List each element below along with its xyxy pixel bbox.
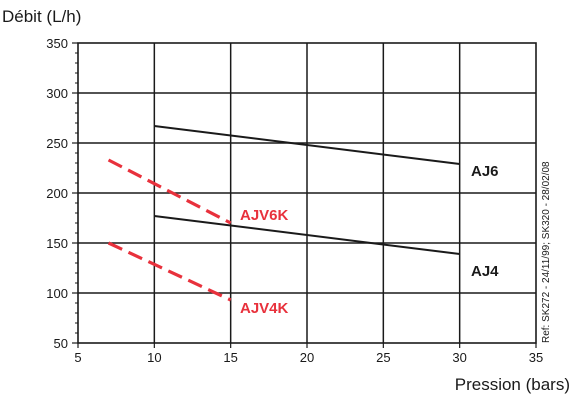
tick-labels: 5 10 15 20 25 30 35 50 100 150 200 250 300 350 <box>46 36 543 365</box>
reference-note: Ref: SK272 - 24/11/99; SK320 - 28/02/08 <box>541 161 552 343</box>
series-line-ajv6k <box>107 158 232 225</box>
x-tick-label: 15 <box>223 350 237 365</box>
y-tick-label: 100 <box>46 286 68 301</box>
series-labels: AJ6 AJ4 AJV6K AJV4K <box>240 163 499 317</box>
x-axis-title: Pression (bars) <box>455 375 570 394</box>
y-tick-label: 350 <box>46 36 68 51</box>
grid <box>72 42 537 348</box>
x-tick-label: 20 <box>300 350 314 365</box>
series-label-aj6: AJ6 <box>471 163 499 180</box>
x-tick-label: 10 <box>147 350 161 365</box>
y-tick-label: 300 <box>46 86 68 101</box>
y-tick-label: 150 <box>46 236 68 251</box>
series-label-ajv6k: AJV6K <box>240 207 289 224</box>
y-tick-label: 200 <box>46 186 68 201</box>
x-tick-label: 30 <box>452 350 466 365</box>
x-tick-label: 5 <box>74 350 81 365</box>
series-label-aj4: AJ4 <box>471 263 499 280</box>
series-lines <box>107 125 460 302</box>
x-tick-label: 35 <box>529 350 543 365</box>
series-line-aj6 <box>154 125 460 165</box>
y-tick-label: 50 <box>54 336 68 351</box>
plot-frame <box>77 42 537 344</box>
series-line-ajv4k <box>107 241 232 302</box>
y-tick-label: 250 <box>46 136 68 151</box>
x-tick-label: 25 <box>376 350 390 365</box>
series-label-ajv4k: AJV4K <box>240 300 289 317</box>
y-axis-title: Débit (L/h) <box>2 7 81 26</box>
series-line-aj4 <box>154 215 460 255</box>
